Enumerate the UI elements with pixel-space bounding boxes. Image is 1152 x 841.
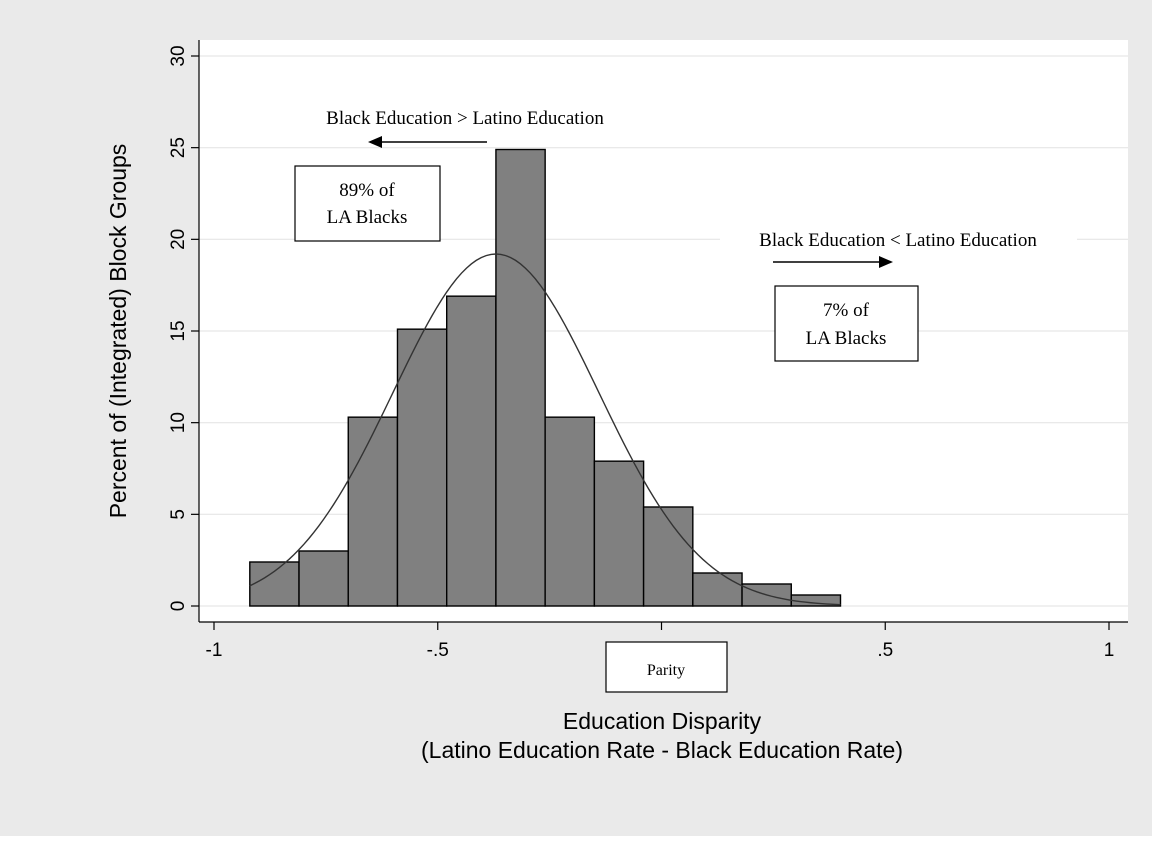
histogram-bar	[446, 295, 497, 607]
y-tick-label: 5	[168, 509, 189, 520]
parity-box: Parity	[605, 641, 728, 693]
histogram-bar	[495, 148, 546, 607]
left-annotation-box: 89% of LA Blacks	[294, 165, 441, 242]
left-box-line2: LA Blacks	[327, 207, 408, 228]
normal-density-curve	[249, 253, 841, 606]
histogram-bar	[396, 328, 448, 607]
left-box-line1: 89% of	[339, 180, 395, 201]
y-tick-label: 25	[168, 137, 189, 158]
y-tick-label: 20	[168, 229, 189, 250]
right-box-line1: 7% of	[823, 300, 870, 321]
y-axis-ticks: 0 5 10 15 20 25 30	[168, 45, 199, 611]
parity-label: Parity	[647, 662, 685, 679]
histogram-bar	[347, 416, 399, 607]
x-axis-ticks: -1 -.5 .5 1	[206, 622, 1115, 661]
y-tick-label: 0	[168, 601, 189, 612]
x-axis-title: Education Disparity	[563, 708, 762, 734]
x-tick-label: .5	[877, 640, 893, 661]
y-tick-label: 30	[168, 45, 189, 66]
left-annotation-heading: Black Education > Latino Education	[326, 108, 604, 129]
right-annotation-heading: Black Education < Latino Education	[759, 230, 1037, 251]
y-tick-label: 15	[168, 320, 189, 341]
y-tick-label: 10	[168, 412, 189, 433]
left-arrow	[368, 136, 487, 148]
histogram-bar	[692, 572, 743, 607]
histogram-bar	[544, 416, 596, 607]
x-tick-label: -.5	[427, 640, 449, 661]
histogram-bar	[593, 460, 645, 607]
y-axis-title: Percent of (Integrated) Block Groups	[105, 144, 131, 519]
histogram-bar	[298, 550, 349, 607]
histogram-bar	[249, 561, 300, 607]
right-heading-backdrop	[720, 226, 1077, 254]
histogram-bar	[642, 506, 694, 607]
right-arrow	[773, 256, 893, 268]
right-box-line2: LA Blacks	[806, 328, 887, 349]
x-tick-label: 1	[1104, 640, 1115, 661]
x-axis-title-line2: (Latino Education Rate - Black Education…	[421, 737, 903, 763]
right-annotation-box: 7% of LA Blacks	[774, 285, 919, 362]
histogram-bars	[249, 148, 842, 607]
x-tick-label: -1	[206, 640, 223, 661]
